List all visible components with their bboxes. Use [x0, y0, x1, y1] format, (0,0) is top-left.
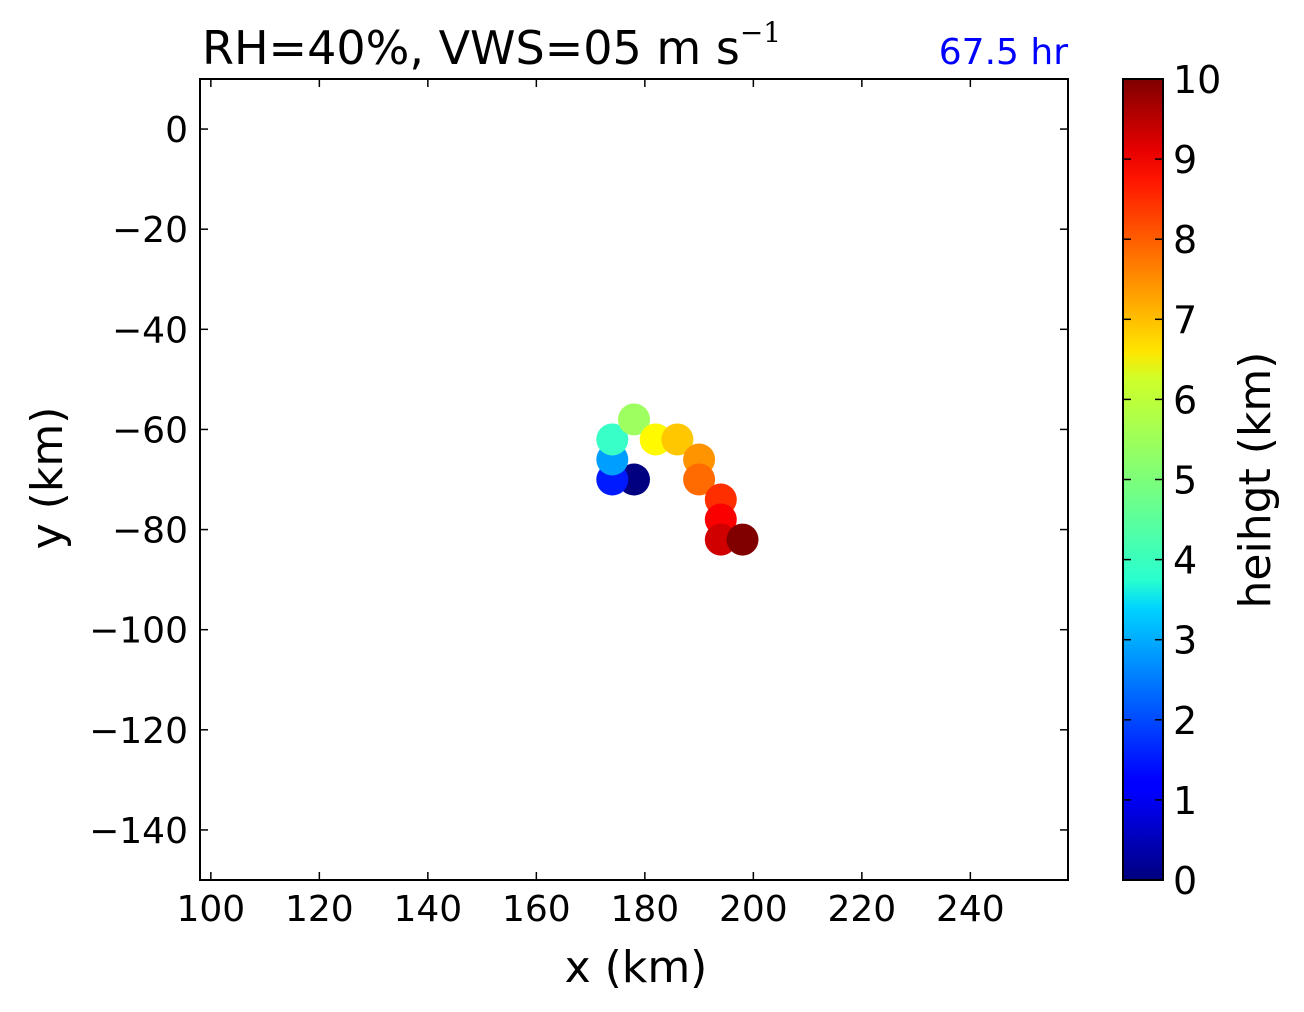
y-tick-label: −80: [112, 511, 188, 552]
colorbar-tick-label: 6: [1173, 378, 1197, 422]
colorbar-label: heihgt (km): [1230, 352, 1281, 609]
colorbar-ticks: 0 1 2 3 4 5 6 7 8 9 10: [1123, 58, 1221, 903]
x-tick-label: 220: [827, 889, 896, 930]
scatter-point: [661, 423, 694, 456]
scatter-markers: [596, 403, 759, 556]
y-tick-label: −60: [112, 410, 188, 451]
scatter-point: [596, 423, 629, 456]
colorbar-tick-label: 3: [1173, 619, 1197, 663]
colorbar-tick-label: 2: [1173, 699, 1197, 743]
x-tick-label: 180: [610, 889, 679, 930]
x-axis-label: x (km): [565, 942, 708, 993]
y-axis-label: y (km): [22, 407, 73, 550]
y-tick-label: −20: [112, 210, 188, 251]
y-tick-label: −40: [112, 310, 188, 351]
x-tick-label: 200: [719, 889, 788, 930]
time-label: 67.5 hr: [939, 32, 1068, 73]
colorbar-tick-label: 7: [1173, 298, 1197, 342]
colorbar-tick-label: 8: [1173, 218, 1197, 262]
y-tick-label: 0: [165, 110, 188, 151]
x-axis-ticks: 100 120 140 160 180 200 220 240: [176, 79, 1005, 930]
x-tick-label: 140: [393, 889, 462, 930]
x-tick-label: 160: [502, 889, 571, 930]
y-axis-ticks: 0 −20 −40 −60 −80 −100 −120 −140: [89, 110, 1068, 852]
title-superscript: −1: [740, 16, 781, 49]
scatter-point: [726, 523, 759, 556]
colorbar-tick-label: 10: [1173, 58, 1221, 102]
colorbar-tick-label: 0: [1173, 859, 1197, 903]
y-tick-label: −100: [89, 611, 188, 652]
x-tick-label: 240: [936, 889, 1005, 930]
plot-area: 100 120 140 160 180 200 220 240 0 −20 −40 −60 −80 −1…: [89, 78, 1069, 930]
scatter-point: [618, 403, 650, 436]
x-tick-label: 100: [176, 889, 245, 930]
scatter-point: [683, 463, 716, 496]
x-tick-label: 120: [285, 889, 354, 930]
colorbar-tick-label: 5: [1173, 459, 1197, 503]
colorbar-tick-label: 4: [1173, 539, 1197, 583]
y-tick-label: −120: [89, 711, 188, 752]
title-main: RH=40%, VWS=05 m s: [202, 21, 740, 75]
colorbar: 0 1 2 3 4 5 6 7 8 9 10: [1122, 58, 1221, 903]
y-tick-label: −140: [89, 811, 188, 852]
chart-title: RH=40%, VWS=05 m s−1: [202, 16, 781, 75]
colorbar-tick-label: 1: [1173, 779, 1197, 823]
colorbar-tick-label: 9: [1173, 138, 1197, 182]
plot-frame: [199, 78, 1069, 881]
